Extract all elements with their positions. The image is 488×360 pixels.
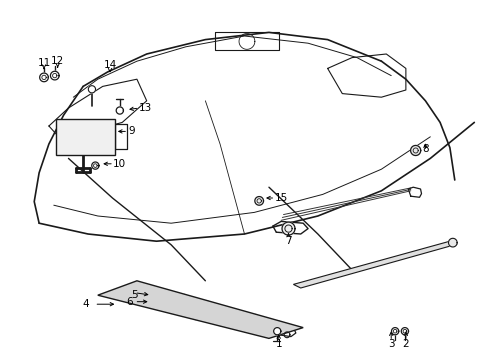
Polygon shape xyxy=(401,328,407,335)
Text: 10: 10 xyxy=(113,159,126,169)
Text: 4: 4 xyxy=(82,299,89,309)
Text: 1: 1 xyxy=(275,339,282,349)
Text: 7: 7 xyxy=(285,236,291,246)
Polygon shape xyxy=(391,328,398,335)
Polygon shape xyxy=(447,238,456,247)
Polygon shape xyxy=(98,281,303,338)
Polygon shape xyxy=(40,73,48,82)
Polygon shape xyxy=(410,145,420,156)
Text: 2: 2 xyxy=(402,339,408,349)
Text: 11: 11 xyxy=(37,58,51,68)
Text: 12: 12 xyxy=(51,56,64,66)
Polygon shape xyxy=(50,71,59,80)
Polygon shape xyxy=(88,86,95,93)
Polygon shape xyxy=(273,328,280,335)
Text: 14: 14 xyxy=(103,60,117,70)
Text: 8: 8 xyxy=(421,144,428,154)
Polygon shape xyxy=(254,197,263,205)
Text: 15: 15 xyxy=(274,193,287,203)
Polygon shape xyxy=(116,107,123,114)
Polygon shape xyxy=(282,222,294,235)
Polygon shape xyxy=(92,162,99,169)
Polygon shape xyxy=(56,119,115,155)
Text: 5: 5 xyxy=(131,290,138,300)
Text: 9: 9 xyxy=(128,126,135,136)
Text: 13: 13 xyxy=(139,103,152,113)
Polygon shape xyxy=(293,241,456,288)
Text: 3: 3 xyxy=(387,339,394,349)
Text: 6: 6 xyxy=(126,297,133,307)
